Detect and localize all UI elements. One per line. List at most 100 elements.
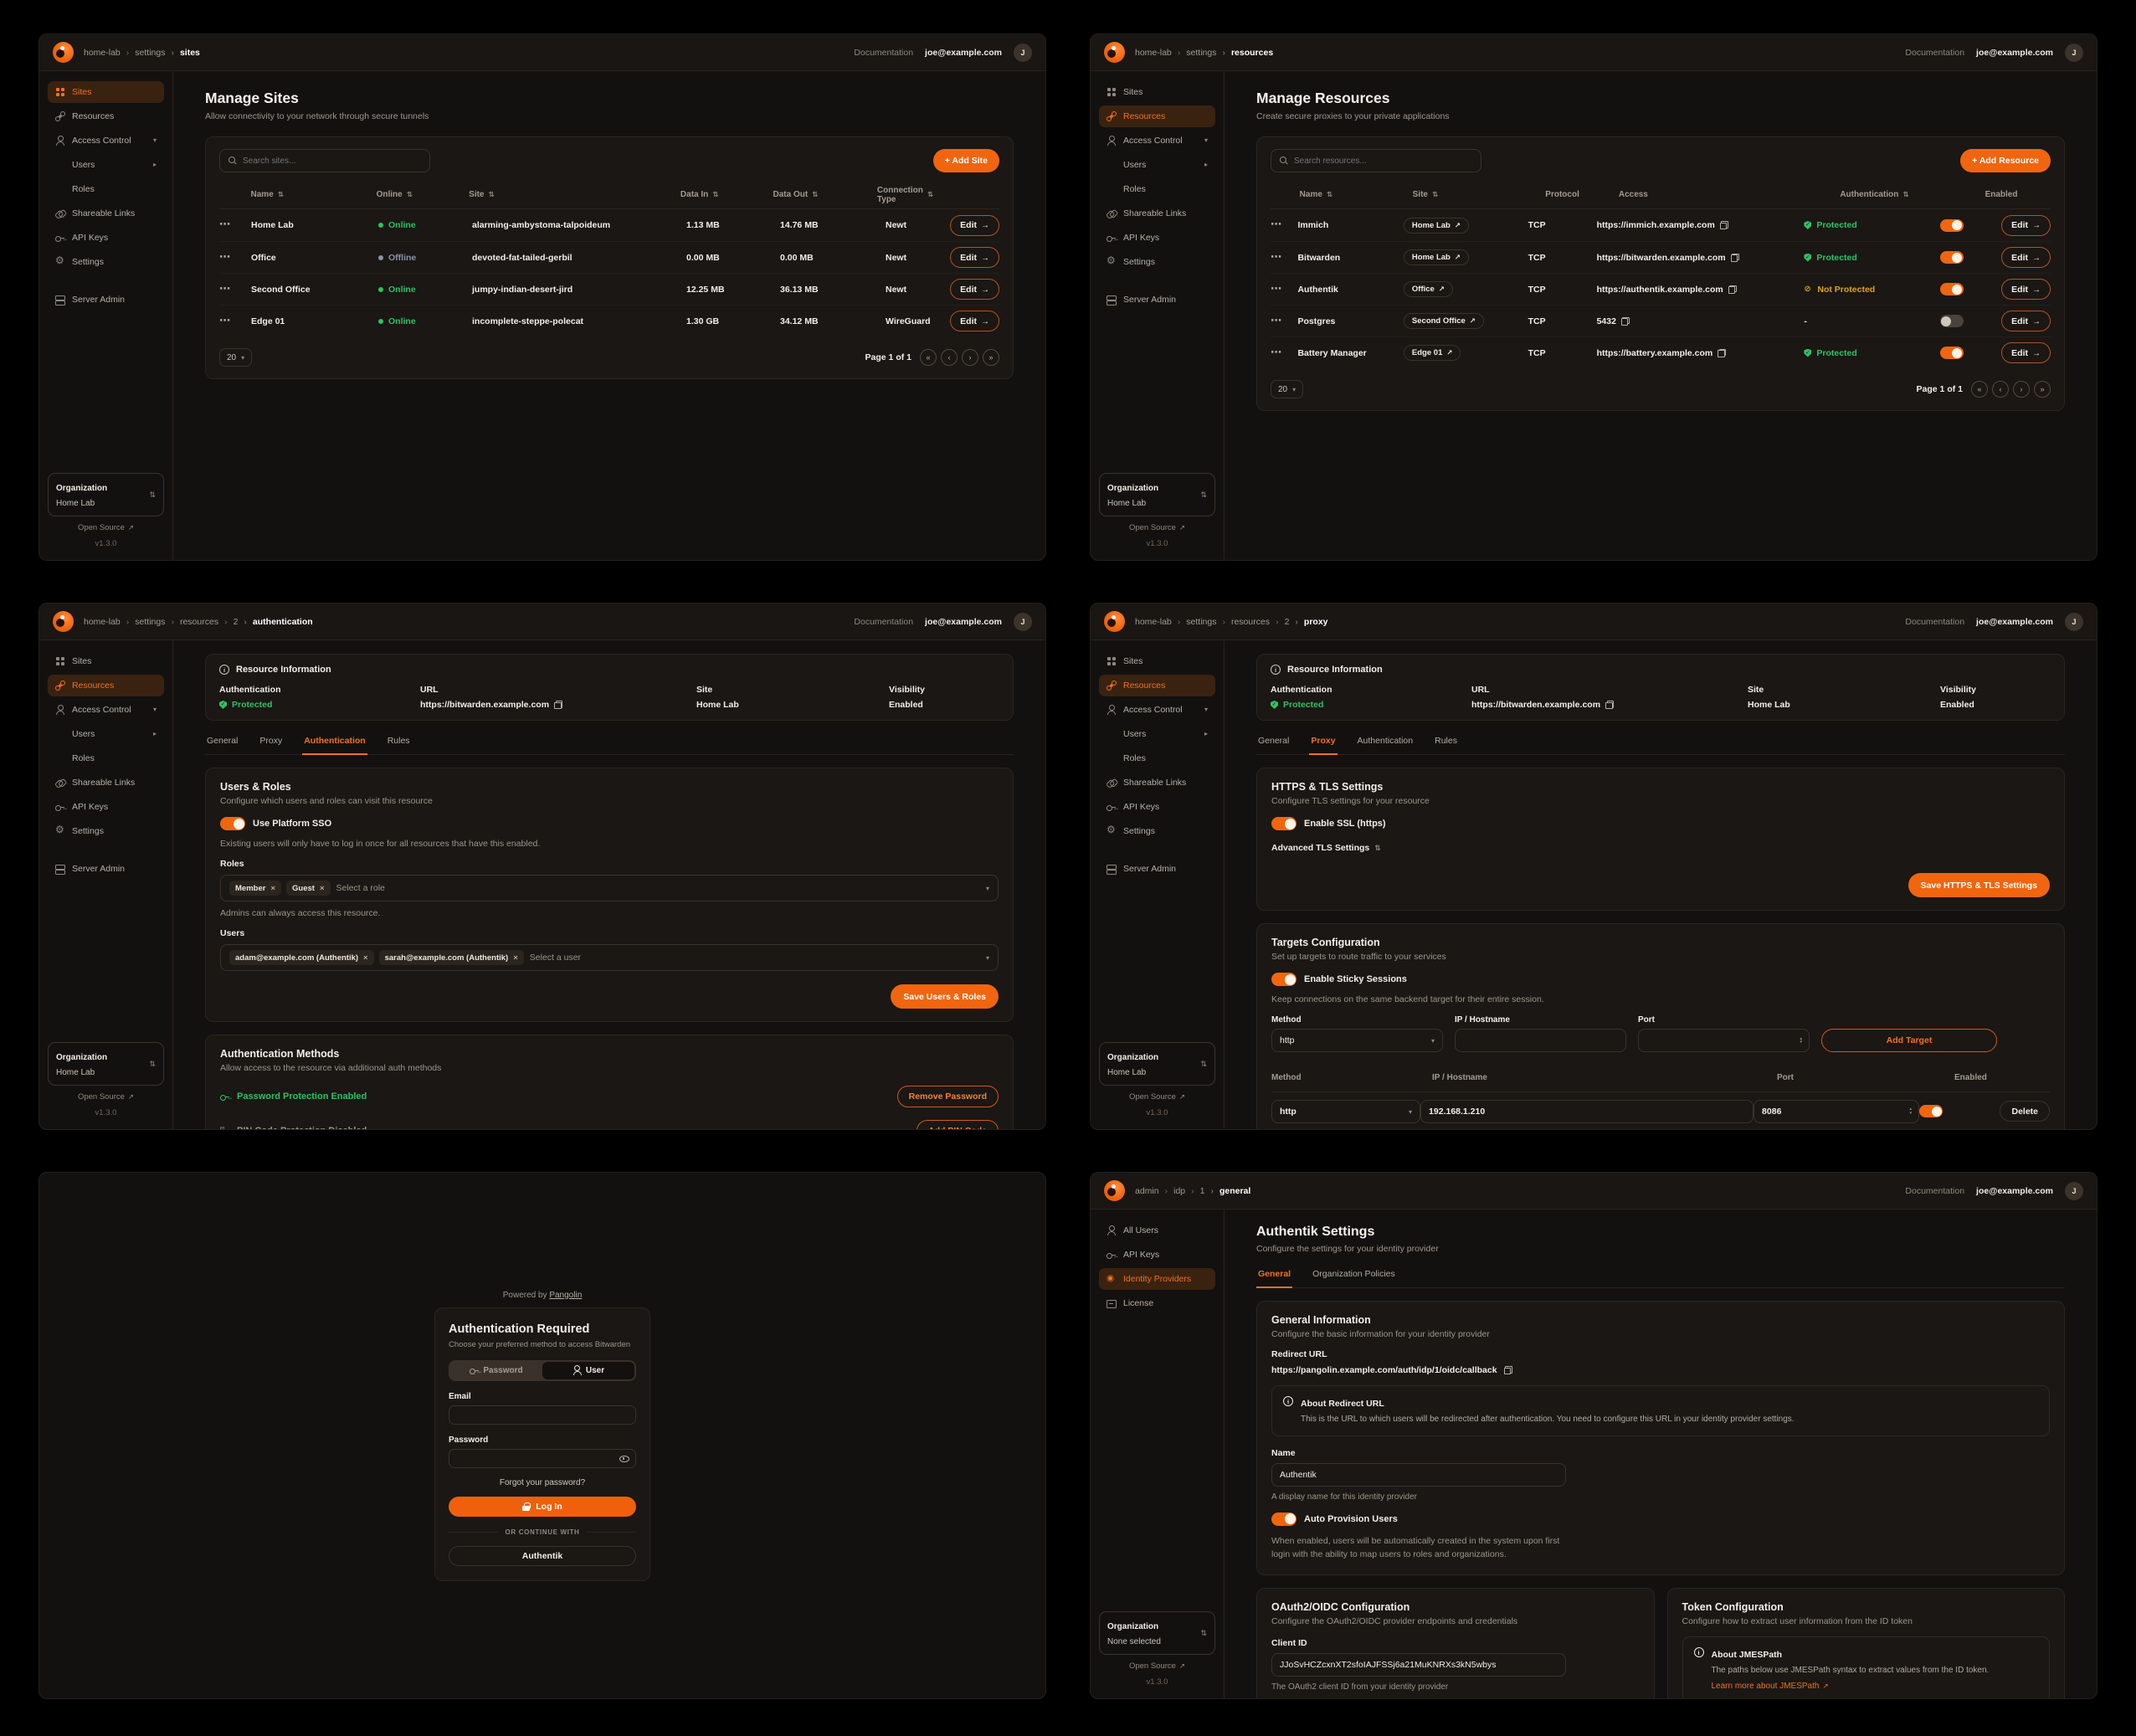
delete-button[interactable]: Delete xyxy=(2000,1101,2050,1122)
documentation-link[interactable]: Documentation xyxy=(1905,47,1965,58)
documentation-link[interactable]: Documentation xyxy=(854,616,914,627)
avatar[interactable]: J xyxy=(2065,612,2083,631)
sidebar-item[interactable]: Shareable Links xyxy=(48,772,164,794)
pangolin-link[interactable]: Pangolin xyxy=(549,1290,583,1300)
user-email[interactable]: joe@example.com xyxy=(1976,616,2053,627)
edit-button[interactable]: Edit xyxy=(2001,311,2051,331)
advanced-tls-expander[interactable]: Advanced TLS Settings xyxy=(1271,843,2050,853)
sidebar-item[interactable]: Settings xyxy=(1099,251,1215,273)
method-select[interactable]: http xyxy=(1271,1099,1420,1123)
breadcrumb-item[interactable]: home-lab xyxy=(84,47,121,58)
eye-icon[interactable] xyxy=(619,1454,629,1462)
port-input[interactable] xyxy=(1646,1035,1796,1045)
tab[interactable]: Authentication xyxy=(1357,736,1414,746)
sidebar-item[interactable]: Settings xyxy=(48,251,164,273)
sidebar-item[interactable]: Users xyxy=(1099,723,1215,745)
breadcrumb-item[interactable]: 2 xyxy=(1276,617,1290,627)
search-input[interactable] xyxy=(1271,149,1481,172)
tab[interactable]: Authentication xyxy=(302,734,367,755)
sidebar-item[interactable]: Access Control xyxy=(1099,699,1215,721)
row-menu-icon[interactable] xyxy=(1271,253,1281,263)
edit-button[interactable]: Edit xyxy=(950,247,999,268)
sidebar-item[interactable]: Server Admin xyxy=(1099,289,1215,311)
remove-chip-icon[interactable] xyxy=(270,884,275,893)
sidebar-item[interactable]: Settings xyxy=(48,820,164,842)
last-page-button[interactable] xyxy=(2034,381,2051,398)
sidebar-item[interactable]: Resources xyxy=(1099,105,1215,127)
roles-select[interactable]: MemberGuest Select a role xyxy=(220,875,999,901)
sidebar-item[interactable]: Roles xyxy=(1123,753,1146,763)
sidebar-item[interactable]: Users xyxy=(1099,154,1215,176)
target-enabled-toggle[interactable] xyxy=(1919,1105,1943,1117)
first-page-button[interactable] xyxy=(920,349,937,366)
row-menu-icon[interactable] xyxy=(219,316,230,326)
authentik-sso-button[interactable]: Authentik xyxy=(449,1545,636,1566)
sidebar-item[interactable]: API Keys xyxy=(1099,1244,1215,1266)
forgot-password-link[interactable]: Forgot your password? xyxy=(499,1477,586,1487)
last-page-button[interactable] xyxy=(983,349,999,366)
edit-button[interactable]: Edit xyxy=(2001,342,2051,363)
organization-picker[interactable]: Organization None selected xyxy=(1099,1611,1215,1655)
password-method-tab[interactable]: Password xyxy=(450,1362,542,1379)
add-target-button[interactable]: Add Target xyxy=(1821,1029,1997,1052)
search-field[interactable] xyxy=(1294,156,1473,166)
page-size-select[interactable]: 20 xyxy=(1271,380,1304,398)
tab[interactable]: Proxy xyxy=(1309,734,1338,755)
add-pin-button[interactable]: Add PIN Code xyxy=(917,1120,999,1129)
enabled-toggle[interactable] xyxy=(1939,283,1964,295)
enabled-toggle[interactable] xyxy=(1939,347,1964,359)
sidebar-item[interactable]: Roles xyxy=(1123,184,1146,194)
add-site-button[interactable]: + Add Site xyxy=(932,149,999,172)
open-source-link[interactable]: Open Source xyxy=(1129,1092,1185,1102)
site-link[interactable]: Home Lab xyxy=(1403,217,1469,234)
sidebar-item[interactable]: Resources xyxy=(48,675,164,696)
search-field[interactable] xyxy=(243,156,422,166)
sidebar-item[interactable]: Sites xyxy=(1099,81,1215,103)
ip-hostname-input[interactable] xyxy=(1420,1099,1754,1123)
row-menu-icon[interactable] xyxy=(219,220,230,230)
next-page-button[interactable] xyxy=(962,349,978,366)
remove-chip-icon[interactable] xyxy=(363,953,368,963)
password-field[interactable] xyxy=(449,1448,636,1468)
documentation-link[interactable]: Documentation xyxy=(1905,1185,1965,1196)
edit-button[interactable]: Edit xyxy=(950,279,999,300)
remove-password-button[interactable]: Remove Password xyxy=(896,1086,999,1107)
breadcrumb-item[interactable]: resources xyxy=(171,617,218,627)
documentation-link[interactable]: Documentation xyxy=(1905,616,1965,627)
tab[interactable]: Rules xyxy=(387,736,410,746)
copy-icon[interactable] xyxy=(1605,701,1615,709)
organization-picker[interactable]: Organization Home Lab xyxy=(1099,1042,1215,1086)
copy-icon[interactable] xyxy=(1718,348,1727,357)
next-page-button[interactable] xyxy=(2013,381,2030,398)
sidebar-item[interactable]: Access Control xyxy=(1099,130,1215,152)
avatar[interactable]: J xyxy=(1014,43,1032,62)
breadcrumb-item[interactable]: settings xyxy=(126,617,165,627)
add-resource-button[interactable]: + Add Resource xyxy=(1960,149,2051,172)
user-method-tab[interactable]: User xyxy=(542,1361,634,1379)
remove-chip-icon[interactable] xyxy=(513,953,518,963)
breadcrumb-item[interactable]: settings xyxy=(126,48,165,58)
avatar[interactable]: J xyxy=(1014,612,1032,631)
edit-button[interactable]: Edit xyxy=(2001,279,2051,300)
page-size-select[interactable]: 20 xyxy=(219,348,253,367)
sidebar-item[interactable]: Sites xyxy=(1099,650,1215,672)
sidebar-item[interactable]: Server Admin xyxy=(48,289,164,311)
sidebar-item[interactable]: Access Control xyxy=(48,699,164,721)
prev-page-button[interactable] xyxy=(941,349,958,366)
avatar[interactable]: J xyxy=(2065,43,2083,62)
sidebar-item[interactable]: Resources xyxy=(1099,675,1215,696)
password-input[interactable] xyxy=(456,1453,614,1463)
row-menu-icon[interactable] xyxy=(1271,316,1281,326)
method-select[interactable]: http xyxy=(1271,1029,1443,1052)
copy-icon[interactable] xyxy=(1730,253,1739,262)
site-link[interactable]: Second Office xyxy=(1403,313,1484,329)
first-page-button[interactable] xyxy=(1971,381,1988,398)
sidebar-item[interactable]: All Users xyxy=(1099,1220,1215,1241)
sidebar-item[interactable]: API Keys xyxy=(1099,227,1215,249)
avatar[interactable]: J xyxy=(2065,1181,2083,1200)
enabled-toggle[interactable] xyxy=(1939,218,1964,232)
sticky-sessions-toggle[interactable] xyxy=(1271,973,1296,986)
save-users-roles-button[interactable]: Save Users & Roles xyxy=(891,984,999,1009)
breadcrumb-item[interactable]: resources xyxy=(1222,617,1270,627)
user-email[interactable]: joe@example.com xyxy=(925,616,1002,627)
